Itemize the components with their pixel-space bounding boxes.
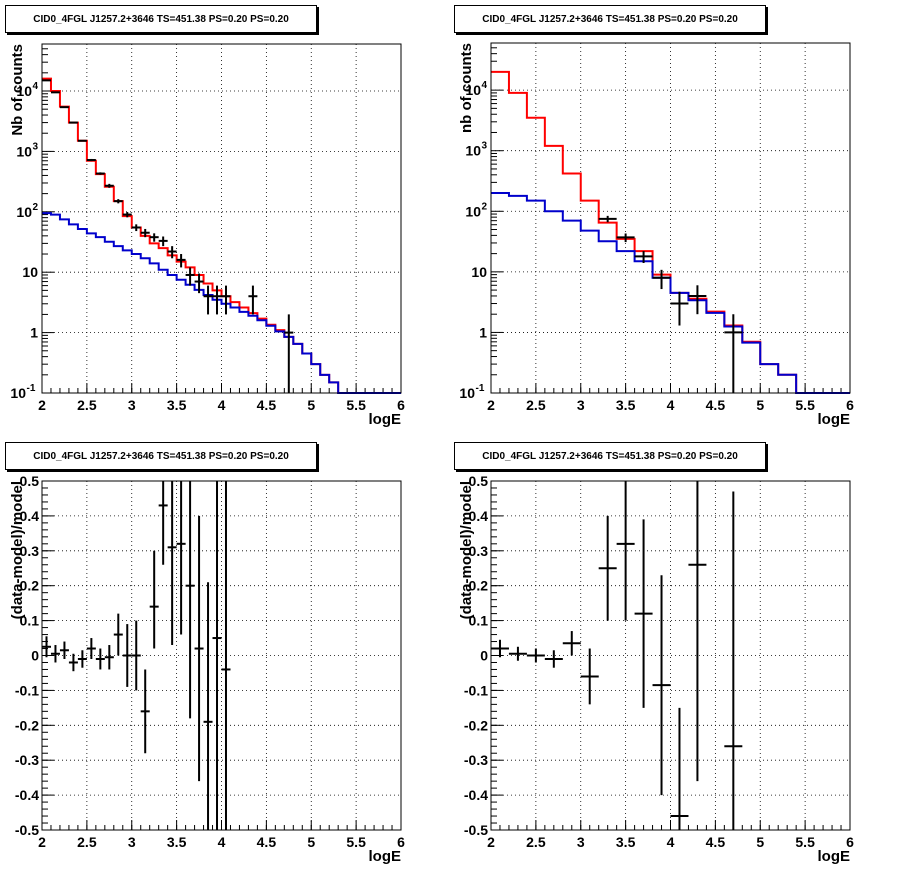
y-tick-label: 0.1 — [20, 613, 40, 629]
x-tick-label: 5 — [756, 834, 764, 850]
y-tick-label: 0.5 — [469, 473, 489, 489]
y-tick-label: 1 — [30, 325, 38, 341]
x-tick-label: 4 — [218, 834, 226, 850]
x-tick-label: 2 — [487, 834, 495, 850]
x-tick-label: 4 — [667, 834, 675, 850]
x-tick-label: 2 — [487, 397, 495, 413]
y-tick-label: 0.2 — [469, 578, 489, 594]
x-axis-label: logE — [369, 848, 402, 865]
y-axis-label: (data-model)/model — [9, 481, 26, 619]
x-tick-label: 4.5 — [706, 834, 726, 850]
y-tick-label: 1 — [479, 324, 487, 340]
pad-counts-right: 2 2.5 3 3.5 4 4.5 5 5.5 6 10-1 1 10 102 103 104 logE nb … — [449, 0, 898, 437]
y-tick-label: 102 — [16, 202, 38, 220]
y-tick-label: 103 — [465, 141, 487, 159]
x-tick-label: 2.5 — [526, 397, 546, 413]
y-tick-label: 0.4 — [20, 508, 40, 524]
chart-title: CID0_4FGL J1257.2+3646 TS=451.38 PS=0.20… — [5, 5, 317, 33]
y-tick-label: 0.3 — [469, 543, 489, 559]
y-tick-label: -0.5 — [464, 822, 488, 838]
y-axis-label: nb of counts — [458, 43, 475, 133]
x-tick-label: 3 — [128, 834, 136, 850]
x-tick-label: 3 — [577, 834, 585, 850]
x-tick-label: 4.5 — [257, 834, 277, 850]
pad-residuals-left: 2 2.5 3 3.5 4 4.5 5 5.5 6 -0.5 -0.4 -0.3 -0.2 -0.1 0 0.… — [0, 437, 449, 875]
chart-counts-right: 2 2.5 3 3.5 4 4.5 5 5.5 6 10-1 1 10 102 103 104 logE nb … — [458, 42, 854, 428]
y-tick-label: -0.4 — [464, 787, 488, 803]
y-tick-label: 0 — [480, 648, 488, 664]
plot-frame — [41, 480, 402, 831]
y-tick-label: -0.4 — [15, 787, 39, 803]
y-tick-label: 0.2 — [20, 578, 40, 594]
x-tick-label: 2 — [38, 834, 46, 850]
y-tick-label: 10 — [22, 264, 38, 280]
y-tick-label: 0.1 — [469, 613, 489, 629]
x-tick-label: 2 — [38, 397, 46, 413]
y-tick-label: 10 — [471, 264, 487, 280]
y-tick-label: -0.2 — [15, 717, 39, 733]
y-tick-label: 0.4 — [469, 508, 489, 524]
chart-title: CID0_4FGL J1257.2+3646 TS=451.38 PS=0.20… — [454, 442, 766, 470]
x-axis-label: logE — [818, 411, 851, 428]
x-axis-label: logE — [818, 848, 851, 865]
chart-title: CID0_4FGL J1257.2+3646 TS=451.38 PS=0.20… — [454, 5, 766, 33]
y-tick-label: 104 — [16, 81, 38, 99]
y-tick-label: 0.3 — [20, 543, 40, 559]
chart-residuals-left: 2 2.5 3 3.5 4 4.5 5 5.5 6 -0.5 -0.4 -0.3 -0.2 -0.1 0 0.… — [9, 473, 405, 865]
plot-frame — [490, 42, 851, 394]
x-tick-label: 5.5 — [795, 834, 815, 850]
y-tick-label: -0.2 — [464, 717, 488, 733]
y-tick-label: 0 — [31, 648, 39, 664]
pad-residuals-right: 2 2.5 3 3.5 4 4.5 5 5.5 6 -0.5 -0.4 -0.3 -0.2 -0.1 0 0.… — [449, 437, 898, 875]
x-tick-label: 5 — [756, 397, 764, 413]
y-axis-label: Nb of counts — [9, 44, 26, 136]
x-tick-label: 4 — [667, 397, 675, 413]
x-tick-label: 3.5 — [616, 834, 636, 850]
x-tick-label: 5.5 — [795, 397, 815, 413]
x-tick-label: 3.5 — [167, 397, 187, 413]
x-tick-label: 2.5 — [526, 834, 546, 850]
x-tick-label: 3.5 — [167, 834, 187, 850]
x-tick-label: 2.5 — [77, 397, 97, 413]
pad-counts-left: 2 2.5 3 3.5 4 4.5 5 5.5 6 10-1 1 10 102 103 104 logE Nb … — [0, 0, 449, 437]
y-tick-label: 10-1 — [459, 383, 484, 401]
x-tick-label: 5.5 — [346, 397, 366, 413]
x-tick-label: 5.5 — [346, 834, 366, 850]
y-axis-label: (data-model)/model — [458, 481, 475, 619]
x-tick-label: 3 — [128, 397, 136, 413]
y-tick-label: -0.5 — [15, 822, 39, 838]
plot-frame — [490, 480, 851, 831]
model_total-histogram — [491, 70, 850, 394]
y-tick-label: 103 — [16, 141, 38, 159]
y-tick-label: -0.1 — [464, 682, 488, 698]
x-tick-label: 2.5 — [77, 834, 97, 850]
y-tick-label: -0.1 — [15, 682, 39, 698]
y-tick-label: 102 — [465, 201, 487, 219]
y-tick-label: -0.3 — [464, 752, 488, 768]
x-tick-label: 4 — [218, 397, 226, 413]
chart-counts-left: 2 2.5 3 3.5 4 4.5 5 5.5 6 10-1 1 10 102 103 104 logE Nb … — [9, 43, 405, 428]
x-tick-label: 4.5 — [257, 397, 277, 413]
y-tick-label: 104 — [465, 80, 487, 98]
x-tick-label: 3 — [577, 397, 585, 413]
y-tick-label: 10-1 — [10, 383, 35, 401]
y-tick-label: -0.3 — [15, 752, 39, 768]
x-tick-label: 6 — [397, 834, 405, 850]
x-tick-label: 4.5 — [706, 397, 726, 413]
y-tick-label: 0.5 — [20, 473, 40, 489]
x-axis-label: logE — [369, 411, 402, 428]
x-tick-label: 3.5 — [616, 397, 636, 413]
plot-frame — [41, 43, 402, 394]
x-tick-label: 6 — [846, 834, 854, 850]
chart-title: CID0_4FGL J1257.2+3646 TS=451.38 PS=0.20… — [5, 442, 317, 470]
x-tick-label: 6 — [397, 397, 405, 413]
x-tick-label: 6 — [846, 397, 854, 413]
chart-residuals-right: 2 2.5 3 3.5 4 4.5 5 5.5 6 -0.5 -0.4 -0.3 -0.2 -0.1 0 0.… — [458, 473, 854, 865]
x-tick-label: 5 — [307, 397, 315, 413]
x-tick-label: 5 — [307, 834, 315, 850]
